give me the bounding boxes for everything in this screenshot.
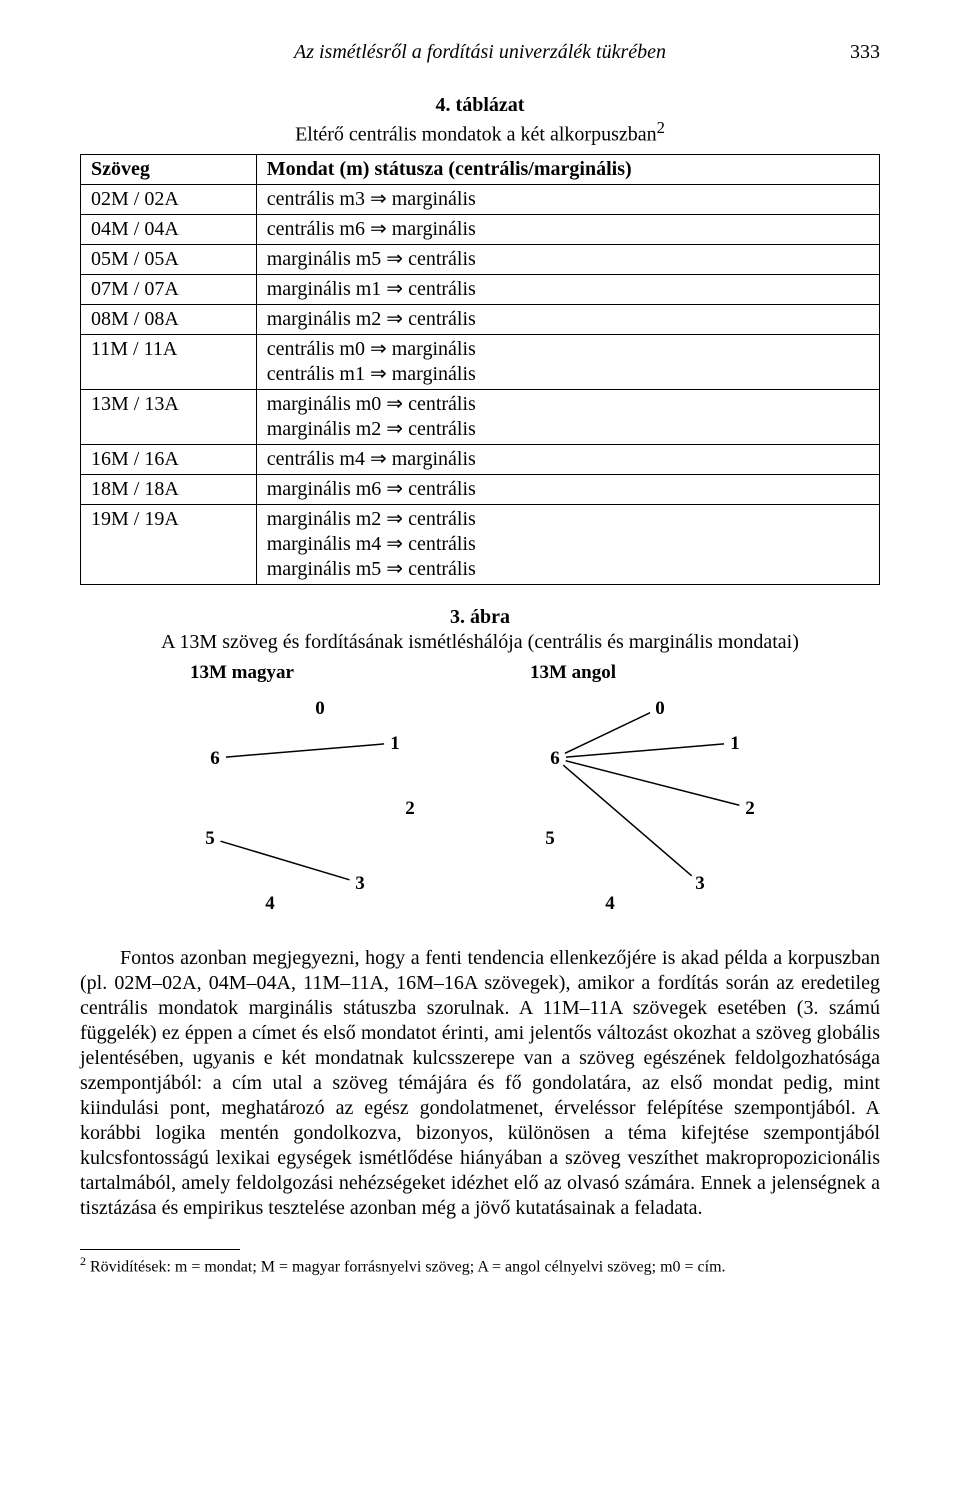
network-node-label: 0 <box>655 698 665 719</box>
table-row: 11M / 11Acentrális m0 ⇒ margináliscentrá… <box>81 334 880 389</box>
table-row: 18M / 18Amarginális m6 ⇒ centrális <box>81 474 880 504</box>
subfigure-left-title: 13M magyar <box>170 661 450 685</box>
table-cell-col2: centrális m4 ⇒ marginális <box>256 444 879 474</box>
table-cell-col1: 16M / 16A <box>81 444 257 474</box>
table-cell-col1: 05M / 05A <box>81 244 257 274</box>
table-cell-col1: 19M / 19A <box>81 504 257 584</box>
network-node-label: 4 <box>265 893 275 914</box>
table-cell-col2: centrális m6 ⇒ marginális <box>256 214 879 244</box>
running-head: Az ismétlésről a fordítási univerzálék t… <box>80 40 880 65</box>
table-col1-header: Szöveg <box>81 154 257 184</box>
table-row: 19M / 19Amarginális m2 ⇒ centrálismargin… <box>81 504 880 584</box>
table-cell-col2: marginális m6 ⇒ centrális <box>256 474 879 504</box>
table-cell-col1: 11M / 11A <box>81 334 257 389</box>
table-cell-col2: marginális m2 ⇒ centrálismarginális m4 ⇒… <box>256 504 879 584</box>
table-row: 16M / 16Acentrális m4 ⇒ marginális <box>81 444 880 474</box>
table-row: 08M / 08Amarginális m2 ⇒ centrális <box>81 304 880 334</box>
network-edge <box>566 761 740 806</box>
table-cell-col1: 08M / 08A <box>81 304 257 334</box>
table-col2-header: Mondat (m) státusza (centrális/margináli… <box>256 154 879 184</box>
table-4: Szöveg Mondat (m) státusza (centrális/ma… <box>80 154 880 585</box>
body-paragraph-text: Fontos azonban megjegyezni, hogy a fenti… <box>80 947 880 1219</box>
figure-caption-text: A 13M szöveg és fordításának ismétléshál… <box>161 631 799 653</box>
table-cell-col2: marginális m2 ⇒ centrális <box>256 304 879 334</box>
network-edge <box>566 744 724 757</box>
network-node-label: 6 <box>210 748 220 769</box>
network-left: 0 1 2 3 4 5 6 <box>170 688 450 918</box>
footnote: 2 Rövidítések: m = mondat; M = magyar fo… <box>80 1254 880 1277</box>
network-node-label: 6 <box>550 748 560 769</box>
network-node-label: 2 <box>405 798 415 819</box>
table-header-row: Szöveg Mondat (m) státusza (centrális/ma… <box>81 154 880 184</box>
network-node-label: 3 <box>695 873 705 894</box>
subfigure-left: 13M magyar 0 1 2 3 4 5 6 <box>170 661 450 919</box>
network-node-label: 3 <box>355 873 365 894</box>
network-edge <box>226 744 384 757</box>
table-row: 04M / 04Acentrális m6 ⇒ marginális <box>81 214 880 244</box>
network-node-label: 1 <box>390 733 400 754</box>
network-edge <box>565 713 650 754</box>
table-cell-col2: centrális m3 ⇒ marginális <box>256 184 879 214</box>
figure-caption: 3. ábra A 13M szöveg és fordításának ism… <box>80 605 880 655</box>
table-caption-number: 4. táblázat <box>436 94 525 116</box>
figure-3: 13M magyar 0 1 2 3 4 5 6 13M angol 0 1 2 3 4 5 6 <box>80 661 880 919</box>
page-number: 333 <box>850 40 880 65</box>
table-cell-col1: 04M / 04A <box>81 214 257 244</box>
network-node-label: 4 <box>605 893 615 914</box>
running-head-title: Az ismétlésről a fordítási univerzálék t… <box>294 41 666 63</box>
network-right: 0 1 2 3 4 5 6 <box>510 688 790 918</box>
table-caption: 4. táblázat Eltérő centrális mondatok a … <box>80 93 880 148</box>
table-row: 13M / 13Amarginális m0 ⇒ centrálismargin… <box>81 389 880 444</box>
table-row: 05M / 05Amarginális m5 ⇒ centrális <box>81 244 880 274</box>
table-cell-col2: centrális m0 ⇒ margináliscentrális m1 ⇒ … <box>256 334 879 389</box>
table-caption-text: Eltérő centrális mondatok a két alkorpus… <box>295 124 657 146</box>
table-cell-col1: 13M / 13A <box>81 389 257 444</box>
table-cell-col1: 02M / 02A <box>81 184 257 214</box>
network-node-label: 5 <box>205 828 215 849</box>
subfigure-right-title: 13M angol <box>510 661 790 685</box>
network-node-label: 0 <box>315 698 325 719</box>
body-paragraph: Fontos azonban megjegyezni, hogy a fenti… <box>80 946 880 1221</box>
table-cell-col2: marginális m0 ⇒ centrálismarginális m2 ⇒… <box>256 389 879 444</box>
table-cell-col1: 07M / 07A <box>81 274 257 304</box>
table-cell-col2: marginális m5 ⇒ centrális <box>256 244 879 274</box>
table-row: 07M / 07Amarginális m1 ⇒ centrális <box>81 274 880 304</box>
table-cell-col1: 18M / 18A <box>81 474 257 504</box>
figure-caption-number: 3. ábra <box>450 606 510 628</box>
network-node-label: 1 <box>730 733 740 754</box>
table-cell-col2: marginális m1 ⇒ centrális <box>256 274 879 304</box>
subfigure-right: 13M angol 0 1 2 3 4 5 6 <box>510 661 790 919</box>
table-caption-sup: 2 <box>657 118 665 137</box>
network-edge <box>563 766 691 877</box>
network-node-label: 2 <box>745 798 755 819</box>
table-row: 02M / 02Acentrális m3 ⇒ marginális <box>81 184 880 214</box>
network-edge <box>221 842 350 881</box>
footnote-rule <box>80 1249 240 1250</box>
network-node-label: 5 <box>545 828 555 849</box>
footnote-text: Rövidítések: m = mondat; M = magyar forr… <box>86 1259 726 1276</box>
